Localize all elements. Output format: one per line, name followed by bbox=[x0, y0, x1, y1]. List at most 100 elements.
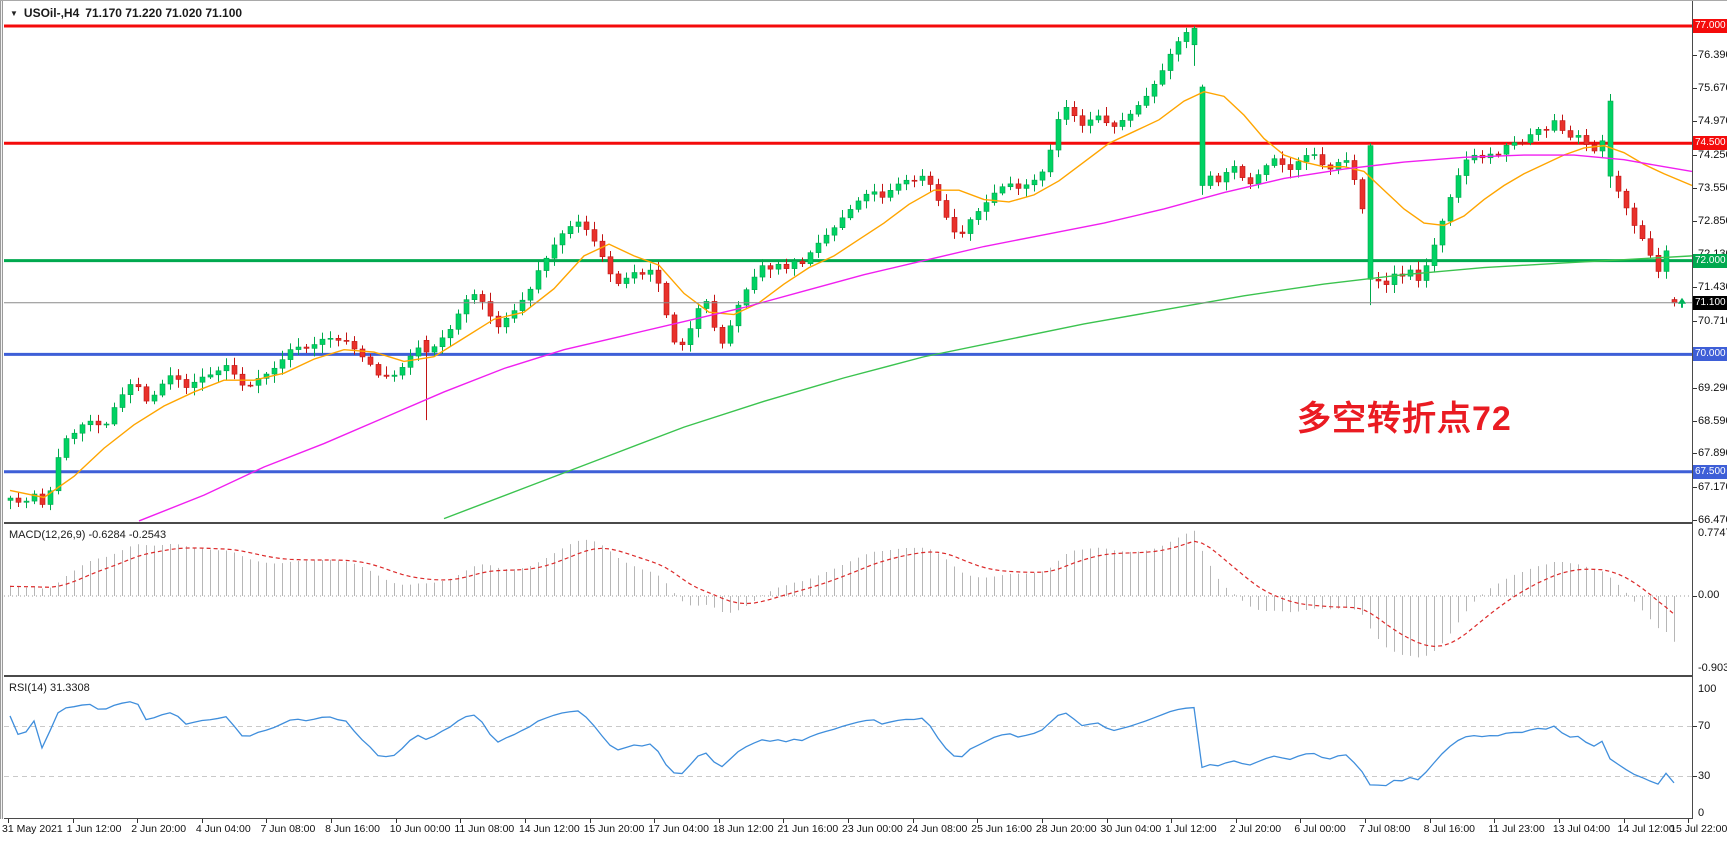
candle-body bbox=[1199, 86, 1206, 186]
candle-body bbox=[1551, 120, 1558, 131]
candle-body bbox=[351, 341, 358, 350]
candle-body bbox=[655, 269, 662, 284]
candle-body bbox=[287, 349, 294, 360]
time-tick-label: 7 Jul 08:00 bbox=[1359, 823, 1411, 835]
time-tick-mark bbox=[1171, 819, 1173, 823]
candle-body bbox=[1135, 105, 1142, 115]
candle-body bbox=[615, 273, 622, 284]
candle-body bbox=[559, 233, 566, 246]
candle-body bbox=[1631, 207, 1638, 226]
time-tick-mark bbox=[460, 819, 462, 823]
candle-body bbox=[343, 340, 350, 342]
candle-body bbox=[71, 432, 78, 439]
candle-body bbox=[1559, 120, 1566, 131]
time-tick-label: 18 Jun 12:00 bbox=[712, 823, 774, 835]
candle-body bbox=[1071, 107, 1078, 117]
candle-body bbox=[991, 192, 998, 203]
candle-body bbox=[599, 240, 606, 258]
candle-body bbox=[943, 200, 950, 218]
time-tick-label: 11 Jul 23:00 bbox=[1488, 823, 1545, 835]
candle-body bbox=[63, 438, 70, 458]
candle-body bbox=[639, 272, 646, 275]
price-tick-label: 74.250 bbox=[1698, 149, 1727, 162]
candle-body bbox=[1103, 115, 1110, 124]
window-left-edge bbox=[0, 1, 3, 842]
candle-body bbox=[47, 490, 54, 505]
candle-body bbox=[503, 317, 510, 328]
candle-body bbox=[327, 338, 334, 340]
candle-body bbox=[767, 265, 774, 270]
price-tick-mark bbox=[1693, 420, 1697, 422]
candle-body bbox=[1079, 115, 1086, 126]
rsi-panel[interactable] bbox=[4, 679, 1692, 819]
symbol-dropdown-icon[interactable]: ▼ bbox=[10, 8, 18, 18]
candle-body bbox=[1255, 174, 1262, 185]
candle-body bbox=[807, 252, 814, 264]
candle-body bbox=[1207, 175, 1214, 186]
time-tick-label: 21 Jun 16:00 bbox=[777, 823, 839, 835]
candle-body bbox=[1623, 190, 1630, 209]
candle-body bbox=[375, 364, 382, 376]
macd-panel[interactable] bbox=[4, 526, 1692, 677]
candle-body bbox=[1639, 225, 1646, 239]
candle-body bbox=[759, 265, 766, 278]
candle-body bbox=[623, 277, 630, 284]
candle-body bbox=[1431, 244, 1438, 266]
indicator-tick-mark bbox=[1693, 776, 1697, 777]
time-tick-mark bbox=[589, 819, 591, 823]
time-tick-mark bbox=[783, 819, 785, 823]
candle-body bbox=[1271, 158, 1278, 166]
price-tick-mark bbox=[1693, 187, 1697, 189]
current-price-badge: 71.100 bbox=[1693, 295, 1727, 310]
candle-body bbox=[183, 379, 190, 388]
last-price-marker-icon bbox=[1678, 297, 1686, 308]
candle-body bbox=[847, 209, 854, 219]
price-tick-label: 67.890 bbox=[1698, 447, 1727, 460]
candle-body bbox=[1367, 145, 1374, 280]
candle-body bbox=[879, 191, 886, 198]
candle-body bbox=[495, 315, 502, 328]
candle-body bbox=[1063, 107, 1070, 120]
candle-body bbox=[1151, 83, 1158, 97]
candle-body bbox=[111, 407, 118, 425]
candle-body bbox=[567, 226, 574, 234]
price-tick-label: 67.170 bbox=[1698, 481, 1727, 494]
candle-body bbox=[1311, 154, 1318, 156]
time-tick-label: 14 Jun 12:00 bbox=[518, 823, 580, 835]
candle-body bbox=[223, 365, 230, 372]
candle-body bbox=[831, 227, 838, 236]
candle-body bbox=[647, 269, 654, 275]
candle-body bbox=[1095, 115, 1102, 121]
candle-body bbox=[255, 378, 262, 386]
time-tick-label: 1 Jun 12:00 bbox=[66, 823, 122, 835]
candle-body bbox=[975, 211, 982, 220]
candle-body bbox=[1247, 177, 1254, 185]
candle-body bbox=[295, 346, 302, 350]
candle-body bbox=[199, 376, 206, 383]
candle-body bbox=[983, 202, 990, 212]
candle-body bbox=[1391, 273, 1398, 285]
time-tick-mark bbox=[1429, 819, 1431, 823]
candle-body bbox=[1383, 280, 1390, 285]
rsi-indicator-label: RSI(14) 31.3308 bbox=[9, 682, 90, 694]
time-tick-mark bbox=[1494, 819, 1496, 823]
price-tick-mark bbox=[1693, 387, 1697, 389]
candle-body bbox=[119, 394, 126, 408]
candle-body bbox=[783, 263, 790, 269]
candle-body bbox=[359, 348, 366, 358]
candle-body bbox=[87, 420, 94, 426]
price-chart-panel[interactable] bbox=[4, 21, 1692, 524]
candle-body bbox=[1511, 142, 1518, 146]
candle-body bbox=[207, 374, 214, 378]
candle-body bbox=[1231, 166, 1238, 173]
price-tick-label: 76.390 bbox=[1698, 48, 1727, 61]
time-tick-label: 6 Jul 00:00 bbox=[1294, 823, 1346, 835]
candle-body bbox=[1159, 70, 1166, 85]
candle-body bbox=[1191, 28, 1198, 46]
time-tick-mark bbox=[331, 819, 333, 823]
ma-fast-orange bbox=[9, 90, 1692, 499]
candle-body bbox=[1543, 128, 1550, 131]
candle-body bbox=[1263, 165, 1270, 175]
candle-body bbox=[727, 325, 734, 344]
price-tick-label: 66.470 bbox=[1698, 514, 1727, 526]
